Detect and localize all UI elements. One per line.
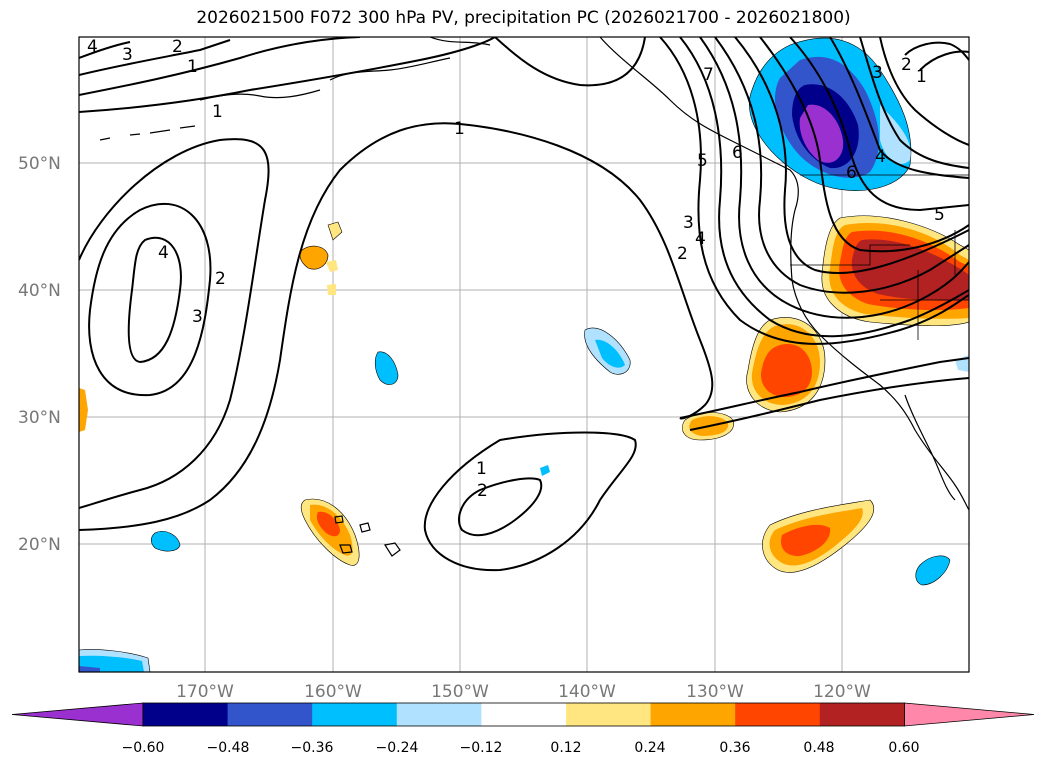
contour-label: 5 <box>934 205 945 225</box>
contour-label: 2 <box>477 481 488 501</box>
contour-label: 1 <box>454 119 465 139</box>
contour-label: 2 <box>215 269 226 289</box>
contour-label: 6 <box>846 163 857 183</box>
colorbar-tick-label: 0.12 <box>550 740 581 756</box>
colorbar-segment <box>481 703 567 726</box>
colorbar-ticks: −0.60 −0.48 −0.36 −0.24 −0.12 0.12 0.24 … <box>122 740 920 756</box>
contour-label: 1 <box>476 459 487 479</box>
colorbar-tick-label: −0.48 <box>207 740 250 756</box>
lon-label: 160°W <box>304 682 362 702</box>
contour-label: 3 <box>192 307 203 327</box>
colorbar-segment <box>143 703 229 726</box>
colorbar-outline <box>142 702 905 727</box>
map-frame <box>78 36 970 673</box>
colorbar-segment <box>650 703 736 726</box>
contour-label: 2 <box>172 37 183 57</box>
contour-label: 4 <box>87 37 98 57</box>
colorbar-segment <box>227 703 313 726</box>
contour-label: 1 <box>916 67 927 87</box>
borders <box>790 174 969 340</box>
lon-label: 130°W <box>686 682 744 702</box>
colorbar-extend-high <box>904 702 1035 727</box>
colorbar-segment <box>735 703 821 726</box>
lon-label: 120°W <box>813 682 871 702</box>
contour-labels: 4 3 2 1 1 1 4 2 3 1 2 7 5 3 4 2 6 3 2 1 … <box>87 37 945 501</box>
lat-label: 50°N <box>18 154 61 174</box>
longitude-labels: 170°W 160°W 150°W 140°W 130°W 120°W <box>176 682 871 702</box>
colorbar-segment <box>396 703 482 726</box>
colorbar-segment <box>566 703 652 726</box>
colorbar-tick-label: −0.24 <box>376 740 419 756</box>
contour-label: 6 <box>732 143 743 163</box>
colorbar-tick-label: 0.36 <box>719 740 750 756</box>
colorbar-segment <box>312 703 398 726</box>
pv-contours <box>79 37 969 572</box>
contour-label: 4 <box>875 147 886 167</box>
map-title: 2026021500 F072 300 hPa PV, precipitatio… <box>196 8 851 28</box>
contour-label: 3 <box>872 63 883 83</box>
contour-label: 5 <box>697 151 708 171</box>
contour-label: 4 <box>695 229 706 249</box>
colorbar-tick-label: 0.48 <box>803 740 834 756</box>
colorbar-tick-label: −0.36 <box>291 740 334 756</box>
coastlines <box>99 37 969 557</box>
contour-label: 1 <box>212 102 223 122</box>
contour-label: 7 <box>703 65 714 85</box>
lon-label: 140°W <box>558 682 616 702</box>
lon-label: 150°W <box>431 682 489 702</box>
lat-label: 40°N <box>18 281 61 301</box>
colorbar-segment <box>819 703 905 726</box>
contour-label: 4 <box>158 243 169 263</box>
contour-label: 2 <box>677 244 688 264</box>
latitude-labels: 50°N 40°N 30°N 20°N <box>18 154 61 555</box>
colorbar-extend-low <box>11 702 144 727</box>
colorbar <box>11 702 1035 727</box>
contour-label: 2 <box>901 55 912 75</box>
colorbar-tick-label: 0.24 <box>634 740 665 756</box>
colorbar-tick-label: −0.60 <box>122 740 165 756</box>
contour-label: 1 <box>187 57 198 77</box>
contour-label: 3 <box>683 213 694 233</box>
lon-label: 170°W <box>176 682 234 702</box>
lat-label: 20°N <box>18 535 61 555</box>
colorbar-tick-label: −0.12 <box>460 740 503 756</box>
contour-label: 3 <box>122 45 133 65</box>
lat-label: 30°N <box>18 408 61 428</box>
colorbar-tick-label: 0.60 <box>888 740 919 756</box>
